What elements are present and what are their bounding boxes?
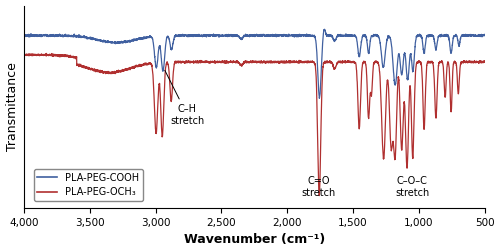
PLA-PEG-OCH₃ [386, 87, 392, 90]
PLA-PEG-COOH [56, 33, 62, 36]
Text: C=O
stretch: C=O stretch [302, 176, 336, 198]
PLA-PEG-COOH [264, 34, 270, 37]
Line: PLA-PEG-OCH₃: PLA-PEG-OCH₃ [24, 53, 484, 196]
PLA-PEG-OCH₃ [21, 54, 27, 57]
PLA-PEG-COOH [322, 28, 328, 31]
PLA-PEG-COOH [189, 34, 195, 37]
PLA-PEG-OCH₃ [482, 60, 488, 63]
PLA-PEG-COOH [21, 34, 27, 37]
PLA-PEG-COOH [316, 97, 322, 100]
Text: C–O–C
stretch: C–O–C stretch [395, 176, 430, 198]
Text: C–H
stretch: C–H stretch [165, 70, 204, 126]
PLA-PEG-OCH₃ [316, 194, 322, 197]
PLA-PEG-COOH [386, 35, 392, 38]
PLA-PEG-OCH₃ [264, 61, 270, 64]
PLA-PEG-OCH₃ [56, 54, 62, 57]
Line: PLA-PEG-COOH: PLA-PEG-COOH [24, 29, 484, 98]
Y-axis label: Transmittance: Transmittance [6, 62, 18, 151]
PLA-PEG-COOH [208, 33, 214, 36]
PLA-PEG-OCH₃ [208, 61, 214, 64]
X-axis label: Wavenumber (cm⁻¹): Wavenumber (cm⁻¹) [184, 233, 325, 246]
PLA-PEG-COOH [482, 33, 488, 36]
Legend: PLA-PEG-COOH, PLA-PEG-OCH₃: PLA-PEG-COOH, PLA-PEG-OCH₃ [34, 169, 142, 201]
PLA-PEG-COOH [315, 71, 321, 74]
PLA-PEG-OCH₃ [189, 60, 195, 63]
PLA-PEG-OCH₃ [315, 155, 321, 158]
PLA-PEG-OCH₃ [44, 52, 50, 55]
